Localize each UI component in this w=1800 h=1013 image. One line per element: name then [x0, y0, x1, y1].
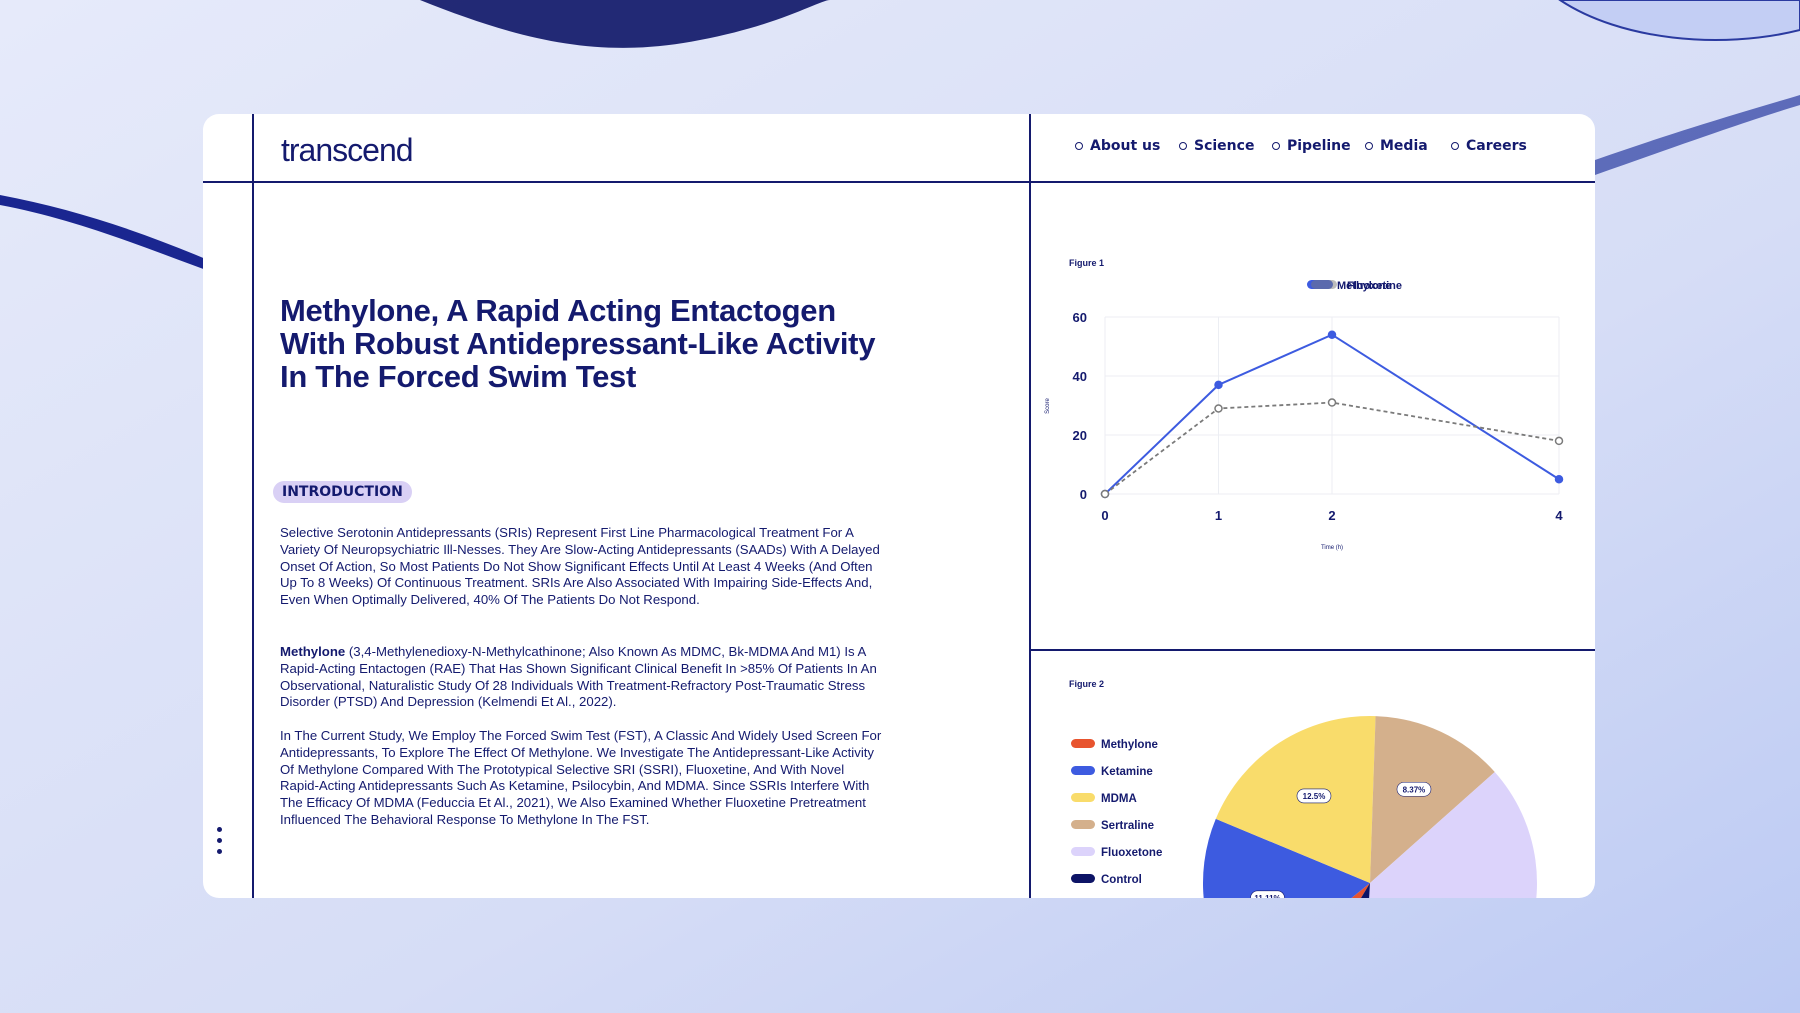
nav-link[interactable]: Careers [1451, 138, 1527, 154]
article-title: Methylone, A Rapid Acting Entactogen Wit… [280, 293, 876, 394]
legend-swatch [1071, 820, 1095, 829]
legend-swatch [1311, 280, 1337, 289]
paragraph-text: (3,4-Methylenedioxy-N-Methylcathinone; A… [280, 644, 877, 710]
logo[interactable]: transcend [281, 132, 414, 168]
pie-slice [1203, 818, 1370, 898]
data-point [1327, 330, 1337, 339]
x-tick-label: 1 [1215, 508, 1222, 523]
y-tick-label: 20 [1073, 428, 1087, 443]
x-tick-label: 2 [1328, 508, 1335, 523]
data-point [1554, 475, 1564, 484]
divider [203, 181, 1595, 183]
paragraph: In The Current Study, We Employ The Forc… [280, 728, 882, 827]
y-axis-label: Score [1045, 398, 1051, 414]
legend-swatch [1071, 766, 1095, 775]
series-line [1104, 401, 1560, 495]
paragraph: Selective Serotonin Antidepressants (SRI… [280, 525, 880, 608]
y-tick-label: 40 [1073, 369, 1087, 384]
value-label: 8.37% [1403, 785, 1426, 794]
figure-label: Figure 1 [1069, 258, 1104, 268]
data-point [1100, 489, 1110, 499]
paragraph-lead: Methylone [280, 644, 346, 659]
legend-label: Methylone [1337, 280, 1391, 292]
card: transcend About us Science Pipeline Medi… [203, 114, 1595, 898]
data-point [1327, 398, 1337, 407]
legend-label: Methylone [1101, 739, 1158, 751]
nav-link[interactable]: Media [1365, 138, 1428, 154]
y-tick-label: 0 [1080, 487, 1087, 502]
data-point [1214, 404, 1223, 413]
x-tick-label: 0 [1101, 508, 1108, 523]
value-label: 12.5% [1303, 792, 1326, 801]
nav-link[interactable]: Science [1179, 138, 1254, 154]
data-point [1214, 380, 1223, 390]
nav-link[interactable]: Pipeline [1272, 138, 1351, 154]
figure-1: Figure 1 0 20 40 60 0 1 2 4 Time (h) Score Methylon… [1045, 258, 1564, 551]
x-axis-label: Time (h) [1321, 545, 1343, 551]
divider [252, 114, 254, 898]
pie-slice [1369, 771, 1537, 898]
pie-slice [1215, 716, 1376, 883]
divider [1029, 649, 1595, 651]
legend-label: Sertraline [1101, 820, 1154, 832]
legend-label: Fluoxetine [1347, 280, 1402, 292]
figure-label: Figure 2 [1069, 679, 1104, 689]
divider [1029, 114, 1031, 898]
series-line [1104, 333, 1560, 495]
legend-label: Fluoxetone [1101, 847, 1162, 859]
legend-swatch [1071, 739, 1095, 748]
nav-link[interactable]: About us [1075, 138, 1160, 154]
legend-swatch [1071, 847, 1095, 856]
y-tick-label: 60 [1073, 310, 1087, 325]
value-label: 11.11% [1254, 894, 1280, 898]
section-label: INTRODUCTION [273, 481, 412, 503]
x-tick-label: 4 [1555, 508, 1563, 523]
figure-2: Figure 2 Methylone Ketamine MDMA Sertraline F… [1069, 679, 1537, 898]
value-label-bg [1250, 890, 1285, 898]
legend-label: MDMA [1101, 793, 1137, 805]
value-label-bg [1296, 788, 1332, 804]
pie-slice [1360, 883, 1370, 898]
legend-label: Ketamine [1101, 766, 1153, 778]
value-label-bg [1396, 781, 1432, 797]
legend-label: Control [1101, 874, 1142, 886]
legend-swatch [1071, 793, 1095, 802]
data-point [1554, 436, 1564, 446]
legend-swatch [1071, 874, 1095, 883]
pie-slice [1370, 716, 1495, 883]
paragraph: Methylone (3,4-Methylenedioxy-N-Methylca… [280, 644, 886, 711]
